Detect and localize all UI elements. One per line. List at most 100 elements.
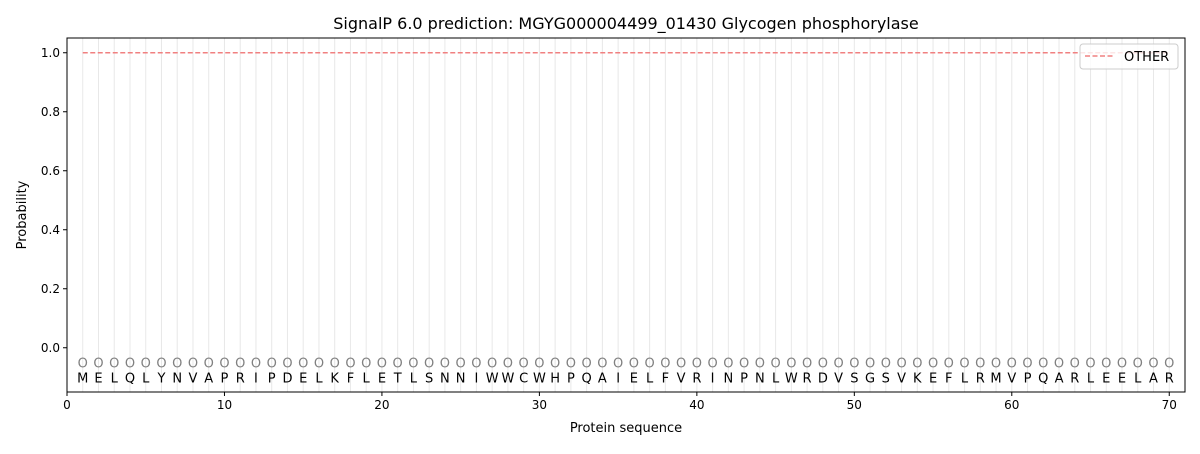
residue-letter: Q xyxy=(582,371,592,386)
residue-letter: L xyxy=(142,371,150,386)
residue-letter: F xyxy=(945,371,952,386)
residue-label-marker: O xyxy=(1085,357,1095,372)
residue-letter: W xyxy=(533,371,546,386)
residue-letter: E xyxy=(929,371,937,386)
residue-letter: R xyxy=(976,371,985,386)
residue-label-marker: O xyxy=(1054,357,1064,372)
residue-label-marker: O xyxy=(944,357,954,372)
residue-letter: L xyxy=(1087,371,1095,386)
residue-label-marker: O xyxy=(881,357,891,372)
residue-label-marker: O xyxy=(377,357,387,372)
residue-letter: F xyxy=(662,371,669,386)
residue-letter: Q xyxy=(125,371,135,386)
residue-label-marker: O xyxy=(818,357,828,372)
residue-label-marker: O xyxy=(1148,357,1158,372)
residue-letter: W xyxy=(486,371,499,386)
residue-label-marker: O xyxy=(660,357,670,372)
residue-letter: N xyxy=(755,371,765,386)
residue-label-marker: O xyxy=(1164,357,1174,372)
residue-letter: I xyxy=(254,371,258,386)
residue-label-marker: O xyxy=(676,357,686,372)
residue-label-marker: O xyxy=(1101,357,1111,372)
residue-letter: R xyxy=(1165,371,1174,386)
residue-label-marker: O xyxy=(204,357,214,372)
residue-label-marker: O xyxy=(975,357,985,372)
residue-label-marker: O xyxy=(849,357,859,372)
residue-label-marker: O xyxy=(786,357,796,372)
residue-letter: V xyxy=(677,371,686,386)
residue-letter: A xyxy=(1055,371,1064,386)
y-tick-label: 0.8 xyxy=(41,105,60,119)
y-axis-label: Probability xyxy=(15,180,30,249)
residue-letter: P xyxy=(567,371,575,386)
residue-letter: R xyxy=(236,371,245,386)
residue-label-marker: O xyxy=(707,357,717,372)
residue-letter: W xyxy=(785,371,798,386)
residue-letter: P xyxy=(1024,371,1032,386)
residue-letter: E xyxy=(630,371,638,386)
residue-letter: S xyxy=(882,371,890,386)
residue-letter: P xyxy=(221,371,229,386)
residue-label-marker: O xyxy=(109,357,119,372)
x-axis-label: Protein sequence xyxy=(570,421,682,436)
x-tick-label: 50 xyxy=(847,398,862,412)
residue-letter: L xyxy=(111,371,119,386)
residue-letter: M xyxy=(77,371,88,386)
residue-letter: R xyxy=(803,371,812,386)
residue-label-marker: O xyxy=(78,357,88,372)
residue-letter: A xyxy=(598,371,607,386)
residue-label-marker: O xyxy=(188,357,198,372)
x-tick-label: 70 xyxy=(1162,398,1177,412)
residue-label-marker: O xyxy=(802,357,812,372)
residue-letter: H xyxy=(550,371,560,386)
residue-label-marker: O xyxy=(912,357,922,372)
residue-label-marker: O xyxy=(1038,357,1048,372)
residue-letter: K xyxy=(330,371,339,386)
residue-letter: K xyxy=(913,371,922,386)
y-tick-label: 0.0 xyxy=(41,341,60,355)
residue-letter: L xyxy=(315,371,323,386)
legend: OTHER xyxy=(1079,43,1179,70)
residue-letter: M xyxy=(990,371,1001,386)
chart-title: SignalP 6.0 prediction: MGYG000004499_01… xyxy=(333,14,918,34)
residue-label-marker: O xyxy=(613,357,623,372)
residue-label-marker: O xyxy=(519,357,529,372)
residue-label-marker: O xyxy=(566,357,576,372)
residue-label-marker: O xyxy=(282,357,292,372)
residue-letter: V xyxy=(1007,371,1016,386)
residue-letter: A xyxy=(204,371,213,386)
x-tick-label: 60 xyxy=(1004,398,1019,412)
residue-letter: C xyxy=(519,371,528,386)
residue-label-marker: O xyxy=(582,357,592,372)
residue-letter: S xyxy=(850,371,858,386)
residue-letter: G xyxy=(865,371,875,386)
residue-letter: D xyxy=(818,371,828,386)
residue-letter: L xyxy=(961,371,969,386)
legend-label: OTHER xyxy=(1124,50,1169,65)
residue-letter: E xyxy=(94,371,102,386)
residue-letter: N xyxy=(172,371,182,386)
residue-label-marker: O xyxy=(408,357,418,372)
residue-label-marker: O xyxy=(172,357,182,372)
residue-label-marker: O xyxy=(692,357,702,372)
residue-label-marker: O xyxy=(550,357,560,372)
residue-letter: L xyxy=(646,371,654,386)
residue-label-marker: O xyxy=(770,357,780,372)
residue-letter: S xyxy=(425,371,433,386)
residue-letter: I xyxy=(474,371,478,386)
residue-label-marker: O xyxy=(723,357,733,372)
residue-label-marker: O xyxy=(1022,357,1032,372)
x-tick-label: 0 xyxy=(63,398,71,412)
residue-label-marker: O xyxy=(125,357,135,372)
y-tick-label: 0.2 xyxy=(41,282,60,296)
residue-letter: E xyxy=(299,371,307,386)
residue-letter: V xyxy=(897,371,906,386)
residue-letter: W xyxy=(501,371,514,386)
residue-label-marker: O xyxy=(456,357,466,372)
residue-label-marker: O xyxy=(991,357,1001,372)
residue-label-marker: O xyxy=(959,357,969,372)
residue-letter: T xyxy=(393,371,402,386)
x-tick-label: 10 xyxy=(217,398,232,412)
residue-label-marker: O xyxy=(1117,357,1127,372)
